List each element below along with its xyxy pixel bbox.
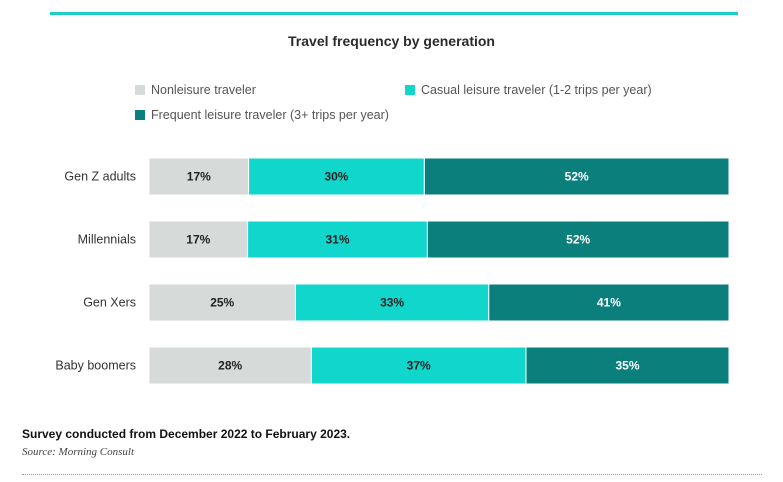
- data-label: 17%: [186, 233, 210, 247]
- data-label: 41%: [597, 296, 621, 310]
- data-label: 52%: [566, 233, 590, 247]
- stacked-bar-chart: Gen Z adults 17% 30% 52% Millennials 17% 31% 52…: [55, 157, 730, 385]
- category-label: Gen Xers: [83, 296, 136, 310]
- bottom-divider: [22, 474, 762, 475]
- bar-segment: [148, 346, 312, 385]
- legend-label-casual: Casual leisure traveler (1-2 trips per y…: [421, 83, 652, 97]
- data-label: 35%: [615, 359, 639, 373]
- bar-segment: [248, 157, 425, 196]
- chart-title: Travel frequency by generation: [288, 33, 495, 49]
- data-label: 30%: [324, 170, 348, 184]
- bar-segment: [294, 283, 490, 322]
- legend-label-frequent: Frequent leisure traveler (3+ trips per …: [151, 108, 389, 122]
- data-label: 17%: [187, 170, 211, 184]
- data-label: 33%: [380, 296, 404, 310]
- legend: Nonleisure traveler Casual leisure trave…: [135, 80, 735, 130]
- bar-segment: [488, 283, 730, 322]
- data-label: 52%: [565, 170, 589, 184]
- data-label: 28%: [218, 359, 242, 373]
- bar-segment: [148, 157, 250, 196]
- legend-swatch-nonleisure: [135, 85, 145, 95]
- legend-item-frequent: Frequent leisure traveler (3+ trips per …: [135, 108, 389, 122]
- category-label: Millennials: [78, 233, 136, 247]
- top-accent-rule: [50, 12, 738, 15]
- category-label: Gen Z adults: [64, 170, 136, 184]
- category-label: Baby boomers: [55, 359, 136, 373]
- source-credit: Source: Morning Consult: [22, 446, 135, 458]
- bar-segment: [247, 220, 428, 259]
- legend-swatch-casual: [405, 85, 415, 95]
- legend-item-casual: Casual leisure traveler (1-2 trips per y…: [405, 83, 652, 97]
- data-label: 31%: [325, 233, 349, 247]
- data-label: 37%: [407, 359, 431, 373]
- bar-segment: [423, 157, 730, 196]
- bar-segment: [426, 220, 730, 259]
- legend-item-nonleisure: Nonleisure traveler: [135, 83, 256, 97]
- legend-swatch-frequent: [135, 110, 145, 120]
- data-label: 25%: [210, 296, 234, 310]
- bar-segment: [148, 283, 296, 322]
- survey-note: Survey conducted from December 2022 to F…: [22, 427, 351, 441]
- legend-label-nonleisure: Nonleisure traveler: [151, 83, 256, 97]
- bar-segment: [525, 346, 730, 385]
